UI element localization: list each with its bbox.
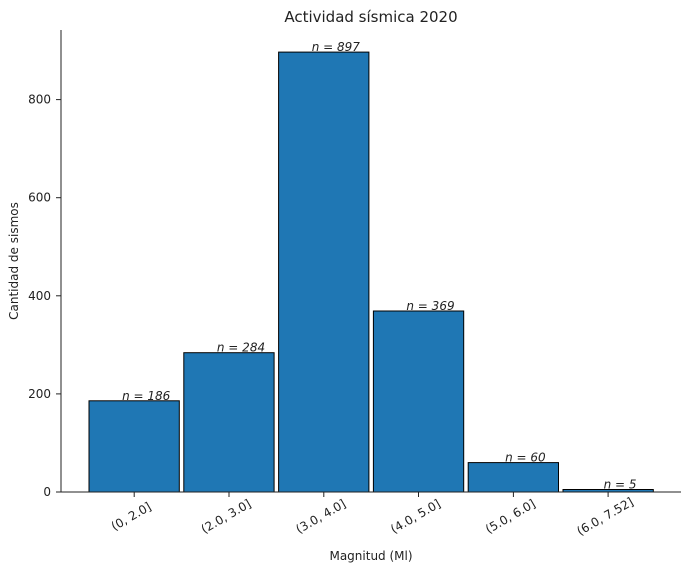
bar-0: [88, 400, 180, 493]
x-tick-label-1: (2.0, 3.0]: [199, 497, 254, 537]
bar-3: [372, 310, 465, 493]
data-labels-layer: n = 186 n = 284 n = 897 n = 369 n = 60 n = 5: [122, 40, 636, 491]
bar-1: [183, 352, 275, 493]
x-axis-label: Magnitud (Ml): [329, 549, 412, 563]
y-axis: 0 200 400 600 800: [28, 30, 62, 499]
y-tick-label-2: 400: [28, 289, 51, 303]
bar-4: [467, 462, 560, 493]
x-tick-label-3: (4.0, 5.0]: [388, 497, 443, 537]
y-tick-label-0: 0: [43, 485, 51, 499]
x-tick-label-4: (5.0, 6.0]: [483, 497, 538, 537]
x-tick-label-5: (6.0, 7.52]: [574, 495, 635, 539]
y-tick-label-4: 800: [28, 93, 51, 107]
data-label-2: n = 897: [312, 40, 361, 54]
x-tick-label-0: (0, 2.0]: [109, 500, 154, 534]
y-axis-label: Cantidad de sismos: [7, 202, 21, 320]
chart-title: Actividad sísmica 2020: [284, 8, 457, 26]
data-label-5: n = 5: [604, 478, 637, 492]
data-label-0: n = 186: [122, 389, 171, 403]
data-label-1: n = 284: [217, 341, 265, 355]
y-tick-label-1: 200: [28, 387, 51, 401]
bar-2: [278, 51, 370, 493]
y-tick-label-3: 600: [28, 191, 51, 205]
x-axis: (0, 2.0] (2.0, 3.0] (3.0, 4.0] (4.0, 5.0] (5…: [61, 491, 681, 539]
bars-layer: [88, 51, 654, 493]
data-label-3: n = 369: [406, 299, 454, 313]
x-tick-label-2: (3.0, 4.0]: [293, 497, 348, 537]
data-label-4: n = 60: [505, 451, 546, 465]
